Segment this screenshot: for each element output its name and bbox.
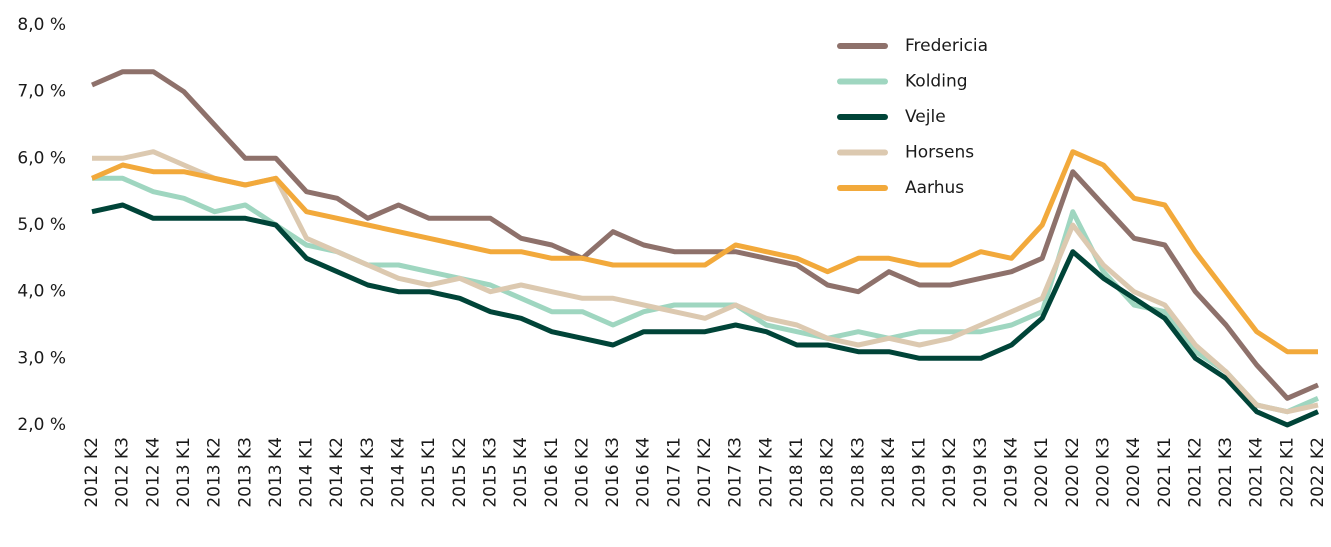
x-tick-label: 2022 K2 xyxy=(1308,437,1328,508)
x-tick-label: 2020 K1 xyxy=(1032,437,1052,508)
x-tick-label: 2016 K2 xyxy=(572,437,592,508)
x-tick-label: 2013 K1 xyxy=(174,437,194,508)
line-series xyxy=(92,149,1319,415)
x-tick-label: 2014 K3 xyxy=(358,437,378,508)
x-tick-label: 2017 K3 xyxy=(726,437,746,508)
x-tick-label: 2017 K4 xyxy=(756,437,776,508)
x-tick-label: 2015 K4 xyxy=(511,437,531,508)
y-tick-label: 5,0 % xyxy=(17,215,66,235)
y-tick-label: 3,0 % xyxy=(17,348,66,368)
x-tick-label: 2015 K1 xyxy=(419,437,439,508)
x-tick-label: 2020 K3 xyxy=(1093,437,1113,508)
x-tick-label: 2019 K4 xyxy=(1002,437,1022,508)
legend-label: Kolding xyxy=(905,72,968,92)
x-tick-label: 2019 K1 xyxy=(910,437,930,508)
x-tick-label: 2013 K3 xyxy=(235,437,255,508)
y-tick-label: 6,0 % xyxy=(17,148,66,168)
x-tick-label: 2012 K2 xyxy=(82,437,102,508)
x-tick-label: 2021 K2 xyxy=(1185,437,1205,508)
x-tick-label: 2017 K2 xyxy=(695,437,715,508)
y-tick-label: 2,0 % xyxy=(17,415,66,435)
line-series xyxy=(91,202,1319,428)
x-tick-label: 2021 K3 xyxy=(1216,437,1236,508)
x-tick-label: 2012 K4 xyxy=(143,437,163,508)
x-tick-label: 2014 K4 xyxy=(389,437,409,508)
x-tick-label: 2014 K1 xyxy=(297,437,317,508)
x-tick-label: 2016 K3 xyxy=(603,437,623,508)
line-series xyxy=(92,175,1320,415)
x-tick-label: 2021 K1 xyxy=(1155,437,1175,508)
x-tick-label: 2015 K2 xyxy=(450,437,470,508)
x-tick-label: 2016 K4 xyxy=(634,437,654,508)
legend-label: Aarhus xyxy=(905,178,964,198)
x-tick-label: 2016 K1 xyxy=(542,437,562,508)
legend-label: Horsens xyxy=(905,143,974,163)
x-tick-label: 2013 K2 xyxy=(205,437,225,508)
x-tick-label: 2018 K3 xyxy=(848,437,868,508)
legend-label: Fredericia xyxy=(905,36,988,56)
x-tick-label: 2020 K2 xyxy=(1063,437,1083,508)
x-tick-label: 2017 K1 xyxy=(664,437,684,508)
y-tick-label: 4,0 % xyxy=(17,282,66,302)
x-tick-label: 2022 K1 xyxy=(1277,437,1297,508)
line-series xyxy=(91,149,1318,355)
x-tick-label: 2020 K4 xyxy=(1124,437,1144,508)
x-tick-label: 2014 K2 xyxy=(327,437,347,508)
y-tick-label: 7,0 % xyxy=(17,82,66,102)
x-tick-label: 2019 K2 xyxy=(940,437,960,508)
x-tick-label: 2019 K3 xyxy=(971,437,991,508)
x-tick-label: 2018 K1 xyxy=(787,437,807,508)
x-tick-label: 2018 K2 xyxy=(818,437,838,508)
legend-label: Vejle xyxy=(905,107,946,127)
y-tick-label: 8,0 % xyxy=(17,15,66,35)
x-tick-label: 2015 K3 xyxy=(480,437,500,508)
x-tick-label: 2013 K4 xyxy=(266,437,286,508)
line-series xyxy=(91,69,1319,401)
x-tick-label: 2021 K4 xyxy=(1247,437,1267,508)
x-tick-label: 2018 K4 xyxy=(879,437,899,508)
x-tick-label: 2012 K3 xyxy=(113,437,133,508)
